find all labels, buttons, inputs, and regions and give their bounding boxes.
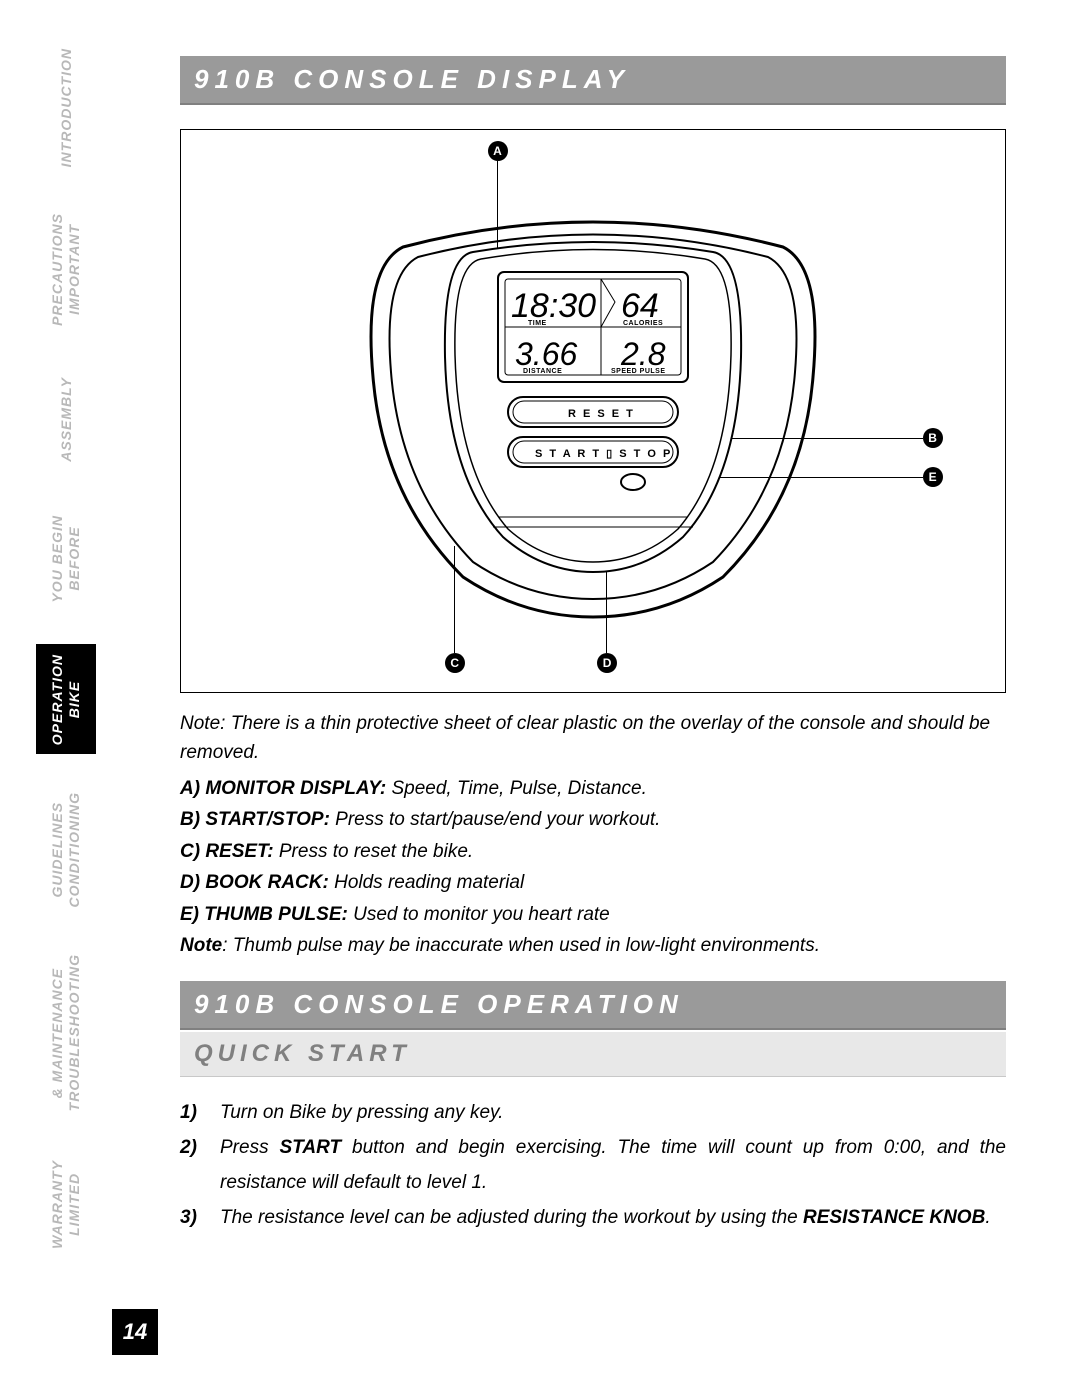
callout-d: D xyxy=(597,653,617,673)
section-header-display: 910B CONSOLE DISPLAY xyxy=(180,56,1006,105)
page-content: 910B CONSOLE DISPLAY A B E C D xyxy=(180,56,1006,1235)
legend-item: C) RESET: Press to reset the bike. xyxy=(180,837,1006,866)
section-header-operation: 910B CONSOLE OPERATION xyxy=(180,981,1006,1030)
callout-a: A xyxy=(488,141,508,161)
lcd-time: 18:30 xyxy=(511,287,596,325)
legend-item: A) MONITOR DISPLAY: Speed, Time, Pulse, … xyxy=(180,774,1006,803)
page-number: 14 xyxy=(112,1309,158,1355)
lcd-distance: 3.66 xyxy=(515,336,577,372)
lcd-speed: 2.8 xyxy=(620,336,666,372)
sidebar-tab: BEFOREYOU BEGIN xyxy=(36,504,96,614)
legend-item: B) START/STOP: Press to start/pause/end … xyxy=(180,805,1006,834)
legend-text: Note: There is a thin protective sheet o… xyxy=(180,709,1006,961)
lcd-calories-label: CALORIES xyxy=(623,320,663,327)
sidebar-tab: BIKEOPERATION xyxy=(36,644,96,754)
lcd-time-label: TIME xyxy=(528,320,547,327)
callout-c: C xyxy=(445,653,465,673)
console-diagram: A B E C D 18:30 TIME 64 CAL xyxy=(180,129,1006,693)
quickstart-steps: 1)Turn on Bike by pressing any key.2)Pre… xyxy=(180,1095,1006,1236)
section-tabs-sidebar: INTRODUCTION IMPORTANTPRECAUTIONS ASSEMBLY… xyxy=(36,40,96,1320)
lcd-distance-label: DISTANCE xyxy=(523,368,562,375)
legend-item: D) BOOK RACK: Holds reading material xyxy=(180,868,1006,897)
sidebar-tab: IMPORTANTPRECAUTIONS xyxy=(36,205,96,334)
sidebar-tab: INTRODUCTION xyxy=(36,40,96,175)
sidebar-tab: CONDITIONINGGUIDELINES xyxy=(36,784,96,915)
quickstart-step: 2)Press START button and begin exercisin… xyxy=(180,1130,1006,1200)
sub-header-quickstart: QUICK START xyxy=(180,1032,1006,1077)
startstop-button-label: S T A R T ▯ S T O P xyxy=(535,448,672,460)
sidebar-tab: LIMITEDWARRANTY xyxy=(36,1149,96,1259)
quickstart-step: 3)The resistance level can be adjusted d… xyxy=(180,1200,1006,1235)
sidebar-tab: ASSEMBLY xyxy=(36,364,96,474)
console-illustration: 18:30 TIME 64 CALORIES 3.66 DISTANCE 2.8… xyxy=(343,177,843,627)
legend-note-top: Note: There is a thin protective sheet o… xyxy=(180,709,1006,768)
lcd-speed-label: SPEED PULSE xyxy=(611,368,666,375)
reset-button-label: R E S E T xyxy=(568,408,635,420)
sidebar-tab: TROUBLESHOOTING& MAINTENANCE xyxy=(36,946,96,1119)
quickstart-step: 1)Turn on Bike by pressing any key. xyxy=(180,1095,1006,1130)
callout-e: E xyxy=(923,467,943,487)
legend-item: E) THUMB PULSE: Used to monitor you hear… xyxy=(180,900,1006,929)
callout-b: B xyxy=(923,428,943,448)
legend-note-bottom: Note: Thumb pulse may be inaccurate when… xyxy=(180,931,1006,960)
